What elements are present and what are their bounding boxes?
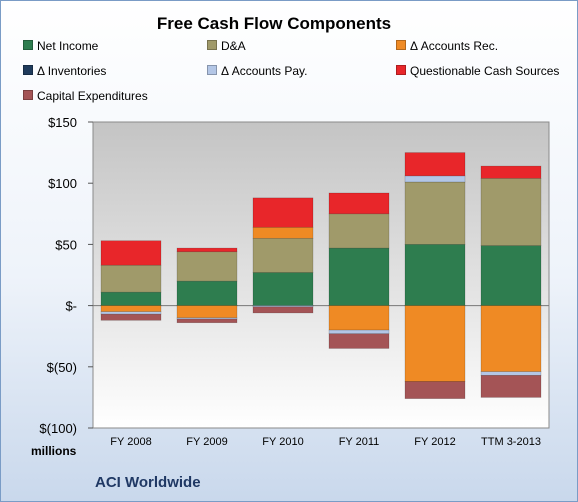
chart-title: Free Cash Flow Components xyxy=(156,14,392,33)
y-tick-label: $150 xyxy=(48,115,77,130)
legend-label: Capital Expenditures xyxy=(37,89,148,103)
bar-segment xyxy=(404,381,466,399)
y-tick-label: $(50) xyxy=(47,360,77,375)
bar-segment xyxy=(480,305,542,372)
legend-item: Capital Expenditures xyxy=(23,89,148,103)
legend-label: Δ Accounts Pay. xyxy=(221,64,308,78)
bar-segment xyxy=(252,226,314,239)
bar-segment xyxy=(328,192,390,215)
x-tick-label: FY 2008 xyxy=(110,436,151,448)
bar-segment xyxy=(252,197,314,228)
bar-segment xyxy=(480,375,542,398)
bar-segment xyxy=(252,272,314,306)
legend-label: Δ Accounts Rec. xyxy=(410,39,499,53)
legend-swatch xyxy=(23,65,33,75)
legend-item: Net Income xyxy=(23,39,98,53)
x-tick-label: FY 2011 xyxy=(339,436,380,448)
legend-label: Δ Inventories xyxy=(37,64,107,78)
bar-segment xyxy=(100,305,162,313)
bar-segment xyxy=(480,371,542,376)
legend-swatch xyxy=(396,65,406,75)
x-tick-label: FY 2012 xyxy=(414,436,455,448)
bar-segment xyxy=(176,305,238,319)
bar-segment xyxy=(252,306,314,314)
y-tick-label: $50 xyxy=(55,237,77,252)
y-tick-label: $- xyxy=(65,299,77,314)
bar-segment xyxy=(328,333,390,349)
legend-swatch xyxy=(207,40,217,50)
x-tick-label: FY 2010 xyxy=(262,436,303,448)
bar-segment xyxy=(480,165,542,179)
plot-background xyxy=(92,121,550,429)
bar-segment xyxy=(100,313,162,321)
y-tick-label: $(100) xyxy=(39,421,77,436)
x-tick-label: TTM 3-2013 xyxy=(481,436,541,448)
bar-segment xyxy=(480,178,542,246)
bar-segment xyxy=(100,311,162,315)
bar-segment xyxy=(176,318,238,324)
x-tick-label: FY 2009 xyxy=(186,436,227,448)
bar-segment xyxy=(328,329,390,335)
legend-label: Questionable Cash Sources xyxy=(410,64,560,78)
bar-segment xyxy=(404,244,466,306)
bar-segment xyxy=(404,152,466,177)
bar-segment xyxy=(100,291,162,306)
bar-segment xyxy=(252,237,314,273)
legend-label: D&A xyxy=(221,39,246,53)
bar-segment xyxy=(100,240,162,266)
company-label: ACI Worldwide xyxy=(95,474,201,491)
legend-item: Questionable Cash Sources xyxy=(396,64,559,78)
legend-swatch xyxy=(207,65,217,75)
bar-segment xyxy=(404,175,466,183)
legend-item: Δ Accounts Rec. xyxy=(396,39,498,53)
bar-segment xyxy=(176,247,238,253)
legend-item: Δ Accounts Pay. xyxy=(207,64,308,78)
units-label: millions xyxy=(31,444,77,458)
bar-segment xyxy=(176,280,238,306)
bar-segment xyxy=(328,213,390,249)
bar-segment xyxy=(176,251,238,282)
legend-swatch xyxy=(396,40,406,50)
bar-segment xyxy=(328,247,390,306)
bar-segment xyxy=(404,305,466,382)
bar-segment xyxy=(328,305,390,331)
legend-item: D&A xyxy=(207,39,246,53)
legend-label: Net Income xyxy=(37,39,99,53)
legend-swatch xyxy=(23,40,33,50)
legend-swatch xyxy=(23,90,33,100)
bar-segment xyxy=(100,264,162,293)
bar-segment xyxy=(404,181,466,245)
bar-segment xyxy=(480,245,542,306)
legend-item: Δ Inventories xyxy=(23,64,106,78)
y-tick-label: $100 xyxy=(48,176,77,191)
